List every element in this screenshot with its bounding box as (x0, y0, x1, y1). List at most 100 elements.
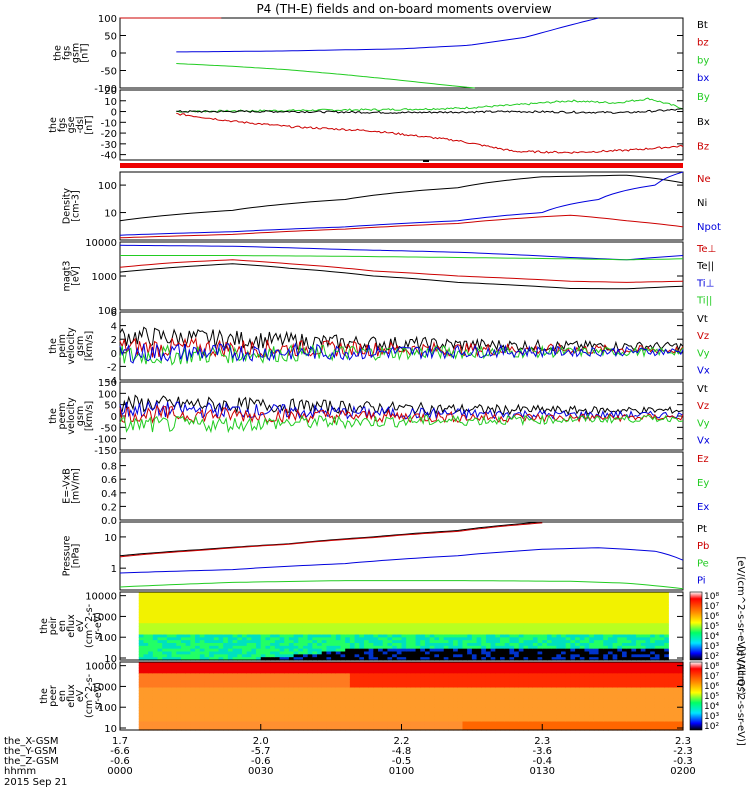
spectrogram-cell (302, 687, 309, 691)
spectrogram-column (453, 592, 459, 661)
spectrogram-cell (570, 603, 576, 607)
spectrogram-cell (312, 606, 318, 610)
spectrogram-cell (223, 597, 229, 602)
spectrogram-cell (443, 637, 450, 641)
spectrogram-cell (500, 634, 506, 638)
spectrogram-cell (218, 687, 224, 691)
spectrogram-cell (213, 693, 220, 697)
spectrogram-column (190, 592, 196, 661)
spectrogram-cell (579, 634, 586, 638)
spectrogram-cell (481, 620, 487, 624)
spectrogram-cell (279, 609, 285, 613)
spectrogram-cell (251, 713, 257, 717)
spectrogram-cell (345, 626, 351, 630)
spectrogram-cell (392, 693, 398, 697)
spectrogram-cell (622, 651, 628, 655)
spectrogram-cell (556, 657, 562, 661)
spectrogram-cell (241, 654, 248, 658)
spectrogram-cell (227, 603, 234, 607)
spectrogram-cell (331, 684, 337, 689)
spectrogram-cell (317, 620, 323, 624)
spectrogram-cell (223, 623, 229, 627)
spectrogram-cell (317, 654, 323, 658)
spectrogram-cell (429, 721, 435, 725)
spectrogram-cell (157, 614, 163, 619)
spectrogram-cell (654, 609, 661, 613)
spectrogram-cell (312, 628, 318, 633)
spectrogram-cell (162, 623, 168, 627)
spectrogram-cell (387, 664, 393, 669)
spectrogram-cell (504, 611, 511, 616)
spectrogram-cell (476, 600, 482, 604)
spectrogram-cell (500, 600, 506, 604)
spectrogram-cell (603, 654, 609, 658)
spectrogram-cell (354, 623, 360, 627)
spectrogram-cell (180, 690, 187, 694)
spectrogram-cell (378, 670, 384, 674)
spectrogram-cell (481, 614, 487, 619)
spectrogram-cell (120, 645, 126, 650)
spectrogram-cell (129, 651, 135, 655)
spectrogram-cell (504, 620, 511, 624)
spectrogram-cell (321, 626, 328, 630)
spectrogram-cell (335, 623, 342, 627)
spectrogram-cell (190, 707, 196, 711)
spectrogram-column (504, 592, 511, 661)
spectrogram-cell (598, 634, 604, 638)
spectrogram-cell (317, 681, 323, 686)
spectrogram-cell (579, 606, 586, 610)
spectrogram-column (410, 662, 417, 731)
spectrogram-cell (317, 623, 323, 627)
spectrogram-cell (317, 687, 323, 691)
spectrogram-cell (124, 606, 130, 610)
spectrogram-cell (570, 592, 576, 596)
spectrogram-cell (448, 664, 454, 669)
spectrogram-cell (532, 594, 539, 599)
spectrogram-cell (326, 718, 332, 723)
spectrogram-cell (650, 626, 656, 630)
spectrogram-cell (439, 664, 445, 669)
spectrogram-cell (631, 643, 637, 647)
spectrogram-cell (410, 634, 417, 638)
spectrogram-cell (185, 620, 191, 624)
spectrogram-cell (265, 594, 271, 599)
spectrogram-cell (561, 645, 567, 650)
spectrogram-cell (246, 679, 252, 683)
spectrogram-cell (532, 637, 539, 641)
spectrogram-cell (129, 643, 135, 647)
spectrogram-cell (424, 606, 431, 610)
spectrogram-cell (368, 654, 374, 658)
spectrogram-cell (575, 643, 581, 647)
spectrogram-cell (434, 617, 440, 621)
spectrogram-cell (387, 693, 393, 697)
spectrogram-cell (424, 614, 431, 619)
spectrogram-cell (241, 670, 248, 674)
spectrogram-column (321, 592, 328, 661)
spectrogram-cell (251, 623, 257, 627)
spectrogram-cell (345, 637, 351, 641)
spectrogram-cell (439, 594, 445, 599)
spectrogram-cell (382, 713, 389, 717)
spectrogram-cell (166, 651, 173, 655)
spectrogram-cell (593, 614, 600, 619)
spectrogram-cell (321, 628, 328, 633)
spectrogram-cell (312, 648, 318, 653)
spectrogram-cell (270, 628, 276, 633)
spectrogram-cell (185, 701, 191, 706)
spectrogram-cell (415, 673, 421, 677)
spectrogram-cell (523, 654, 529, 658)
spectrogram-cell (636, 648, 642, 653)
spectrogram-cell (420, 603, 426, 607)
spectrogram-cell (176, 673, 182, 677)
spectrogram-cell (124, 667, 130, 672)
spectrogram-cell (378, 707, 384, 711)
spectrogram-cell (382, 684, 389, 689)
spectrogram-cell (317, 626, 323, 630)
spectrogram-cell (593, 597, 600, 602)
spectrogram-cell (373, 611, 379, 616)
spectrogram-column (265, 592, 271, 661)
spectrogram-cell (654, 603, 661, 607)
spectrogram-cell (143, 600, 149, 604)
spectrogram-cell (265, 623, 271, 627)
spectrogram-cell (354, 651, 360, 655)
